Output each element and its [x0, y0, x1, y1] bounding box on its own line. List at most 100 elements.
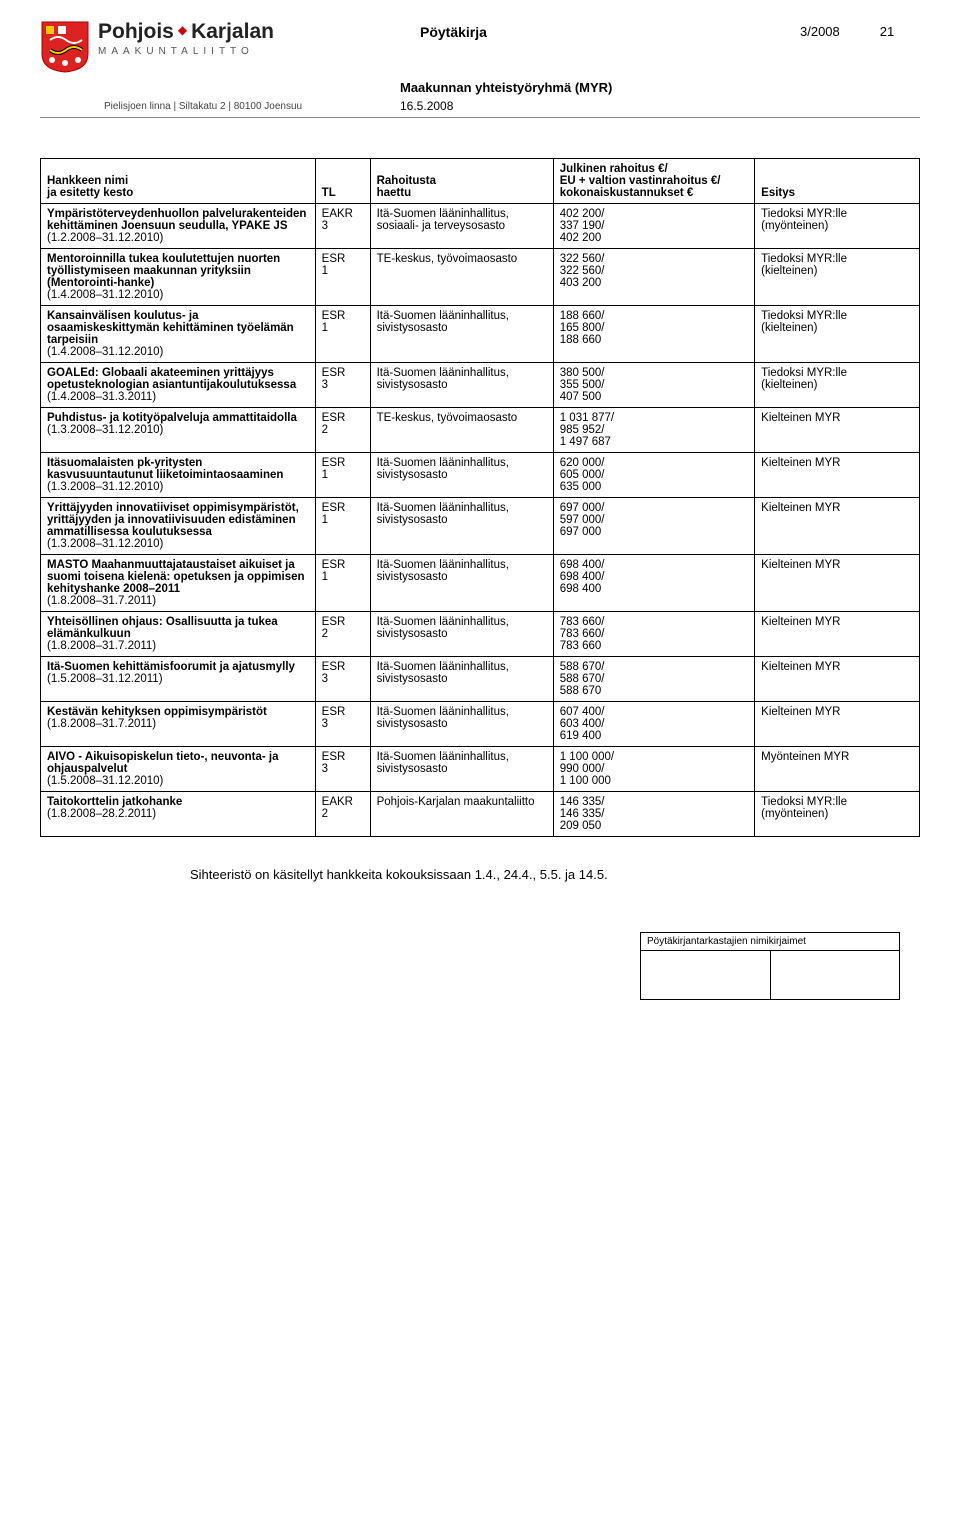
doc-meta: 3/2008 21 — [800, 20, 920, 39]
doc-type: Pöytäkirja — [420, 20, 800, 40]
cell-julk: 698 400/698 400/698 400 — [553, 555, 754, 612]
cell-esitys: Tiedoksi MYR:lle(kielteinen) — [755, 306, 920, 363]
cell-esitys: Kielteinen MYR — [755, 498, 920, 555]
table-row: Itäsuomalaisten pk-yritysten kasvusuunta… — [41, 453, 920, 498]
cell-tl: ESR3 — [315, 657, 370, 702]
col-header-esitys: Esitys — [755, 159, 920, 204]
header-subline: Maakunnan yhteistyöryhmä (MYR) — [40, 80, 920, 95]
footnote: Sihteeristö on käsitellyt hankkeita koko… — [190, 867, 920, 882]
table-row: GOALEd: Globaali akateeminen yrittäjyys … — [41, 363, 920, 408]
cell-esitys: Tiedoksi MYR:lle(kielteinen) — [755, 363, 920, 408]
cell-tl: ESR3 — [315, 363, 370, 408]
cell-name: Itä-Suomen kehittämisfoorumit ja ajatusm… — [41, 657, 316, 702]
table-row: MASTO Maahanmuuttajataustaiset aikuiset … — [41, 555, 920, 612]
org-name-part1: Pohjois — [98, 20, 174, 44]
cell-tl: ESR2 — [315, 612, 370, 657]
projects-table: Hankkeen nimija esitetty kesto TL Rahoit… — [40, 158, 920, 837]
cell-julk: 783 660/783 660/783 660 — [553, 612, 754, 657]
cell-esitys: Kielteinen MYR — [755, 453, 920, 498]
cell-tl: ESR1 — [315, 249, 370, 306]
col-header-name: Hankkeen nimija esitetty kesto — [41, 159, 316, 204]
cell-name: AIVO - Aikuisopiskelun tieto-, neuvonta-… — [41, 747, 316, 792]
cell-rah: Itä-Suomen lääninhallitus, sivistysosast… — [370, 702, 553, 747]
cell-name: Mentoroinnilla tukea koulutettujen nuort… — [41, 249, 316, 306]
cell-rah: TE-keskus, työvoimaosasto — [370, 249, 553, 306]
cell-rah: Itä-Suomen lääninhallitus, sivistysosast… — [370, 498, 553, 555]
cell-tl: ESR1 — [315, 555, 370, 612]
cell-esitys: Tiedoksi MYR:lle(myönteinen) — [755, 792, 920, 837]
doc-number: 3/2008 — [800, 24, 840, 39]
cell-tl: EAKR2 — [315, 792, 370, 837]
cell-name: Puhdistus- ja kotityöpalveluja ammattita… — [41, 408, 316, 453]
cell-esitys: Kielteinen MYR — [755, 657, 920, 702]
cell-rah: TE-keskus, työvoimaosasto — [370, 408, 553, 453]
signature-box: Pöytäkirjantarkastajien nimikirjaimet — [640, 932, 900, 1000]
table-row: Yrittäjyyden innovatiiviset oppimisympär… — [41, 498, 920, 555]
table-row: Ympäristöterveydenhuollon palvelurakente… — [41, 204, 920, 249]
cell-name: Taitokorttelin jatkohanke (1.8.2008–28.2… — [41, 792, 316, 837]
cell-rah: Itä-Suomen lääninhallitus, sosiaali- ja … — [370, 204, 553, 249]
page-header: Pohjois ◆ Karjalan MAAKUNTALIITTO Pöytäk… — [40, 20, 920, 74]
cell-esitys: Kielteinen MYR — [755, 702, 920, 747]
cell-esitys: Tiedoksi MYR:lle(myönteinen) — [755, 204, 920, 249]
page: Pohjois ◆ Karjalan MAAKUNTALIITTO Pöytäk… — [0, 0, 960, 1040]
cell-julk: 607 400/603 400/619 400 — [553, 702, 754, 747]
cell-tl: EAKR3 — [315, 204, 370, 249]
table-row: Puhdistus- ja kotityöpalveluja ammattita… — [41, 408, 920, 453]
cell-esitys: Kielteinen MYR — [755, 612, 920, 657]
signature-cell — [641, 951, 771, 999]
table-row: Yhteisöllinen ohjaus: Osallisuutta ja tu… — [41, 612, 920, 657]
cell-name: Itäsuomalaisten pk-yritysten kasvusuunta… — [41, 453, 316, 498]
col-header-rah: Rahoitustahaettu — [370, 159, 553, 204]
page-number: 21 — [880, 24, 894, 39]
cell-julk: 1 031 877/985 952/1 497 687 — [553, 408, 754, 453]
coat-of-arms-icon — [40, 20, 90, 74]
cell-julk: 146 335/146 335/209 050 — [553, 792, 754, 837]
cell-tl: ESR3 — [315, 747, 370, 792]
cell-rah: Itä-Suomen lääninhallitus, sivistysosast… — [370, 612, 553, 657]
cell-julk: 322 560/322 560/403 200 — [553, 249, 754, 306]
cell-name: MASTO Maahanmuuttajataustaiset aikuiset … — [41, 555, 316, 612]
signature-label: Pöytäkirjantarkastajien nimikirjaimet — [641, 933, 899, 951]
cell-esitys: Tiedoksi MYR:lle(kielteinen) — [755, 249, 920, 306]
cell-esitys: Myönteinen MYR — [755, 747, 920, 792]
col-header-tl: TL — [315, 159, 370, 204]
header-divider — [40, 117, 920, 118]
address-row: Pielisjoen linna | Siltakatu 2 | 80100 J… — [40, 99, 920, 113]
table-row: Taitokorttelin jatkohanke (1.8.2008–28.2… — [41, 792, 920, 837]
cell-esitys: Kielteinen MYR — [755, 555, 920, 612]
table-row: Kestävän kehityksen oppimisympäristöt(1.… — [41, 702, 920, 747]
cell-rah: Itä-Suomen lääninhallitus, sivistysosast… — [370, 453, 553, 498]
signature-cell — [771, 951, 900, 999]
cell-tl: ESR1 — [315, 453, 370, 498]
cell-name: Yhteisöllinen ohjaus: Osallisuutta ja tu… — [41, 612, 316, 657]
table-row: Itä-Suomen kehittämisfoorumit ja ajatusm… — [41, 657, 920, 702]
cell-rah: Itä-Suomen lääninhallitus, sivistysosast… — [370, 555, 553, 612]
cell-name: Ympäristöterveydenhuollon palvelurakente… — [41, 204, 316, 249]
cell-julk: 188 660/165 800/188 660 — [553, 306, 754, 363]
cell-julk: 402 200/337 190/402 200 — [553, 204, 754, 249]
cell-name: Kansainvälisen koulutus- ja osaamiskeski… — [41, 306, 316, 363]
cell-esitys: Kielteinen MYR — [755, 408, 920, 453]
signature-cells — [641, 951, 899, 999]
org-text: Pohjois ◆ Karjalan MAAKUNTALIITTO — [98, 20, 274, 57]
cell-tl: ESR2 — [315, 408, 370, 453]
cell-name: Yrittäjyyden innovatiiviset oppimisympär… — [41, 498, 316, 555]
cell-tl: ESR3 — [315, 702, 370, 747]
col-header-julk: Julkinen rahoitus €/EU + valtion vastinr… — [553, 159, 754, 204]
group-name: Maakunnan yhteistyöryhmä (MYR) — [400, 80, 920, 95]
cell-rah: Itä-Suomen lääninhallitus, sivistysosast… — [370, 657, 553, 702]
address: Pielisjoen linna | Siltakatu 2 | 80100 J… — [104, 101, 404, 112]
cell-rah: Itä-Suomen lääninhallitus, sivistysosast… — [370, 747, 553, 792]
table-body: Ympäristöterveydenhuollon palvelurakente… — [41, 204, 920, 837]
cell-rah: Pohjois-Karjalan maakuntaliitto — [370, 792, 553, 837]
cell-rah: Itä-Suomen lääninhallitus, sivistysosast… — [370, 363, 553, 408]
table-row: Mentoroinnilla tukea koulutettujen nuort… — [41, 249, 920, 306]
cell-tl: ESR1 — [315, 498, 370, 555]
cell-julk: 620 000/605 000/635 000 — [553, 453, 754, 498]
cell-name: GOALEd: Globaali akateeminen yrittäjyys … — [41, 363, 316, 408]
cell-julk: 697 000/597 000/697 000 — [553, 498, 754, 555]
table-row: Kansainvälisen koulutus- ja osaamiskeski… — [41, 306, 920, 363]
cell-julk: 588 670/588 670/588 670 — [553, 657, 754, 702]
cell-tl: ESR1 — [315, 306, 370, 363]
